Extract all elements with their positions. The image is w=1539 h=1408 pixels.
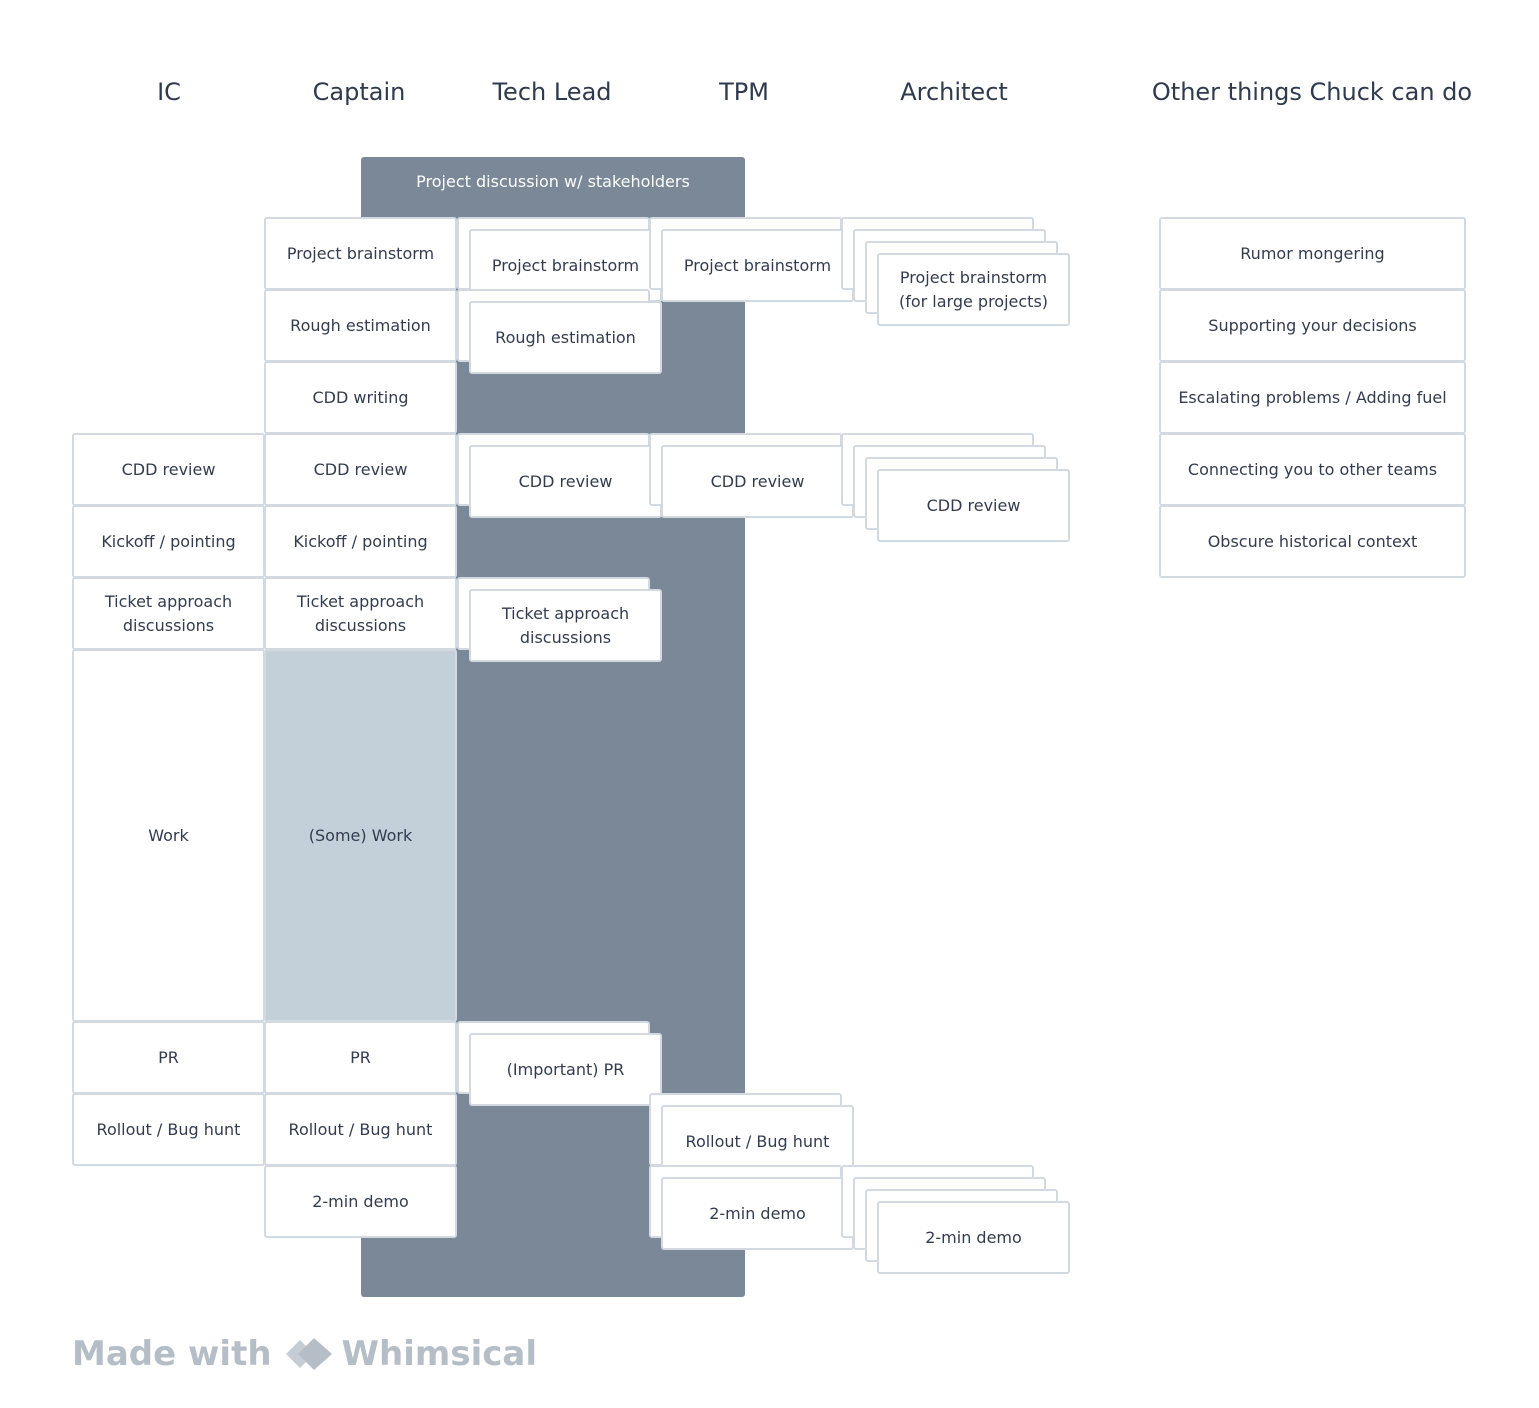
ic-kickoff-card[interactable]: Kickoff / pointing <box>72 505 265 578</box>
card-label: CDD review <box>926 495 1021 515</box>
captain-work-card[interactable]: (Some) Work <box>264 649 457 1022</box>
architect-cdd-review-card[interactable]: CDD review <box>877 469 1070 542</box>
card-label: Rollout / Bug hunt <box>288 1119 433 1139</box>
header-tpm: TPM <box>719 78 769 106</box>
card-label: (Important) PR <box>506 1059 625 1079</box>
card-label: CDD review <box>313 459 408 479</box>
card-label: 2-min demo <box>925 1227 1022 1247</box>
other-item-escalating[interactable]: Escalating problems / Adding fuel <box>1159 361 1466 434</box>
header-captain: Captain <box>312 78 406 106</box>
card-label: Rough estimation <box>495 327 636 347</box>
captain-brainstorm-card[interactable]: Project brainstorm <box>264 217 457 290</box>
ic-cdd-review-card[interactable]: CDD review <box>72 433 265 506</box>
ic-rollout-card[interactable]: Rollout / Bug hunt <box>72 1093 265 1166</box>
header-architect: Architect <box>900 78 1008 106</box>
footer-watermark: Made with Whimsical <box>72 1330 537 1378</box>
ic-pr-card[interactable]: PR <box>72 1021 265 1094</box>
card-label: 2-min demo <box>312 1191 409 1211</box>
tpm-cdd-review-card[interactable]: CDD review <box>661 445 854 518</box>
card-label: Ticket approach discussions <box>104 591 233 635</box>
other-item-historical[interactable]: Obscure historical context <box>1159 505 1466 578</box>
architect-demo-card[interactable]: 2-min demo <box>877 1201 1070 1274</box>
tpm-brainstorm-card[interactable]: Project brainstorm <box>661 229 854 302</box>
card-label: Project brainstorm (for large projects) <box>898 267 1049 311</box>
tech-lead-ticket-approach-card[interactable]: Ticket approach discussions <box>469 589 662 662</box>
header-ic: IC <box>157 78 181 106</box>
card-label: Project brainstorm <box>491 255 640 275</box>
captain-cdd-writing-card[interactable]: CDD writing <box>264 361 457 434</box>
tech-lead-estimation-card[interactable]: Rough estimation <box>469 301 662 374</box>
other-item-supporting[interactable]: Supporting your decisions <box>1159 289 1466 362</box>
card-label: CDD review <box>518 471 613 491</box>
card-label: Ticket approach discussions <box>296 591 425 635</box>
header-other: Other things Chuck can do <box>1151 78 1473 106</box>
card-label: CDD writing <box>312 387 409 407</box>
card-label: Rollout / Bug hunt <box>685 1131 830 1151</box>
header-tech-lead: Tech Lead <box>492 78 612 106</box>
captain-cdd-review-card[interactable]: CDD review <box>264 433 457 506</box>
card-label: CDD review <box>710 471 805 491</box>
tpm-demo-card[interactable]: 2-min demo <box>661 1177 854 1250</box>
card-label: 2-min demo <box>709 1203 806 1223</box>
card-label: Rumor mongering <box>1240 243 1385 263</box>
card-label: Obscure historical context <box>1207 531 1418 551</box>
card-label: (Some) Work <box>308 825 413 845</box>
captain-kickoff-card[interactable]: Kickoff / pointing <box>264 505 457 578</box>
stakeholder-bar-title: Project discussion w/ stakeholders <box>416 172 690 191</box>
card-label: Rough estimation <box>290 315 431 335</box>
captain-rollout-card[interactable]: Rollout / Bug hunt <box>264 1093 457 1166</box>
ic-work-card[interactable]: Work <box>72 649 265 1022</box>
captain-pr-card[interactable]: PR <box>264 1021 457 1094</box>
other-item-connecting[interactable]: Connecting you to other teams <box>1159 433 1466 506</box>
card-label: Escalating problems / Adding fuel <box>1178 387 1447 407</box>
card-label: Supporting your decisions <box>1208 315 1417 335</box>
card-label: Rollout / Bug hunt <box>96 1119 241 1139</box>
card-label: Project brainstorm <box>286 243 435 263</box>
card-label: Project brainstorm <box>683 255 832 275</box>
footer-brand: Whimsical <box>341 1334 537 1374</box>
ic-ticket-approach-card[interactable]: Ticket approach discussions <box>72 577 265 650</box>
card-label: Work <box>148 825 189 845</box>
card-label: Kickoff / pointing <box>293 531 428 551</box>
whimsical-logo-icon <box>285 1338 332 1370</box>
card-label: PR <box>158 1047 179 1067</box>
captain-estimation-card[interactable]: Rough estimation <box>264 289 457 362</box>
captain-demo-card[interactable]: 2-min demo <box>264 1165 457 1238</box>
architect-brainstorm-card[interactable]: Project brainstorm (for large projects) <box>877 253 1070 326</box>
footer-made-with: Made with <box>72 1334 272 1374</box>
card-label: PR <box>350 1047 371 1067</box>
card-label: Kickoff / pointing <box>101 531 236 551</box>
tech-lead-pr-card[interactable]: (Important) PR <box>469 1033 662 1106</box>
card-label: CDD review <box>121 459 216 479</box>
captain-ticket-approach-card[interactable]: Ticket approach discussions <box>264 577 457 650</box>
other-item-rumor[interactable]: Rumor mongering <box>1159 217 1466 290</box>
tech-lead-cdd-review-card[interactable]: CDD review <box>469 445 662 518</box>
card-label: Connecting you to other teams <box>1187 459 1438 479</box>
card-label: Ticket approach discussions <box>501 603 630 647</box>
